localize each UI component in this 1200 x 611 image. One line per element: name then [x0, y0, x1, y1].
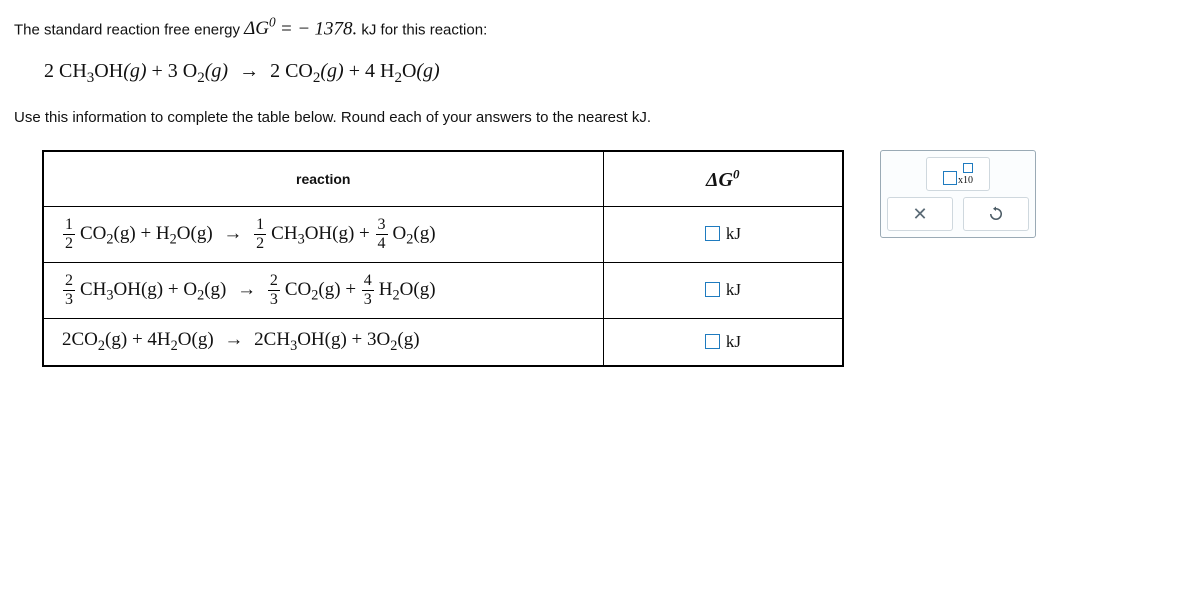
species: OH	[94, 60, 123, 82]
arrow-icon: →	[218, 329, 249, 351]
problem-statement: The standard reaction free energy ΔG0 = …	[14, 12, 1186, 46]
instruction: Use this information to complete the tab…	[14, 105, 1186, 131]
unit: kJ	[726, 280, 741, 299]
coef: 2	[270, 60, 280, 82]
state: (g)	[416, 60, 439, 82]
x10-label: x10	[958, 175, 973, 186]
fraction: 43	[362, 273, 374, 308]
answer-cell: kJ	[603, 206, 843, 262]
answer-cell: kJ	[603, 318, 843, 365]
fraction: 34	[376, 217, 388, 252]
header-reaction: reaction	[43, 151, 603, 206]
intro-equals: = −	[280, 18, 310, 39]
answer-cell: kJ	[603, 262, 843, 318]
plus: +	[152, 60, 168, 82]
arrow-icon: →	[233, 60, 265, 83]
fraction: 23	[268, 273, 280, 308]
reaction-cell: 2CO2(g) + 4H2O(g) → 2CH3OH(g) + 3O2(g)	[43, 318, 603, 365]
coef: 4	[365, 60, 375, 82]
species: H	[375, 60, 394, 82]
coef: 2	[44, 60, 54, 82]
coef: 3	[168, 60, 178, 82]
fraction: 12	[254, 217, 266, 252]
dg-symbol: ΔG0	[244, 18, 276, 39]
exponent-box-icon	[963, 163, 973, 173]
reaction-table: reaction ΔG0 12CO2(g) + H2O(g) → 12CH3OH…	[42, 150, 844, 366]
intro-pre: The standard reaction free energy	[14, 21, 244, 38]
undo-icon	[987, 205, 1005, 223]
intro-unit-post: kJ for this reaction:	[361, 21, 487, 38]
intro-value: 1378.	[314, 18, 357, 39]
fraction: 12	[63, 217, 75, 252]
fraction: 23	[63, 273, 75, 308]
plus: +	[349, 60, 365, 82]
arrow-icon: →	[231, 279, 262, 301]
reaction-cell: 23CH3OH(g) + O2(g) → 23CO2(g) + 43H2O(g)	[43, 262, 603, 318]
reaction-cell: 12CO2(g) + H2O(g) → 12CH3OH(g) + 34O2(g)	[43, 206, 603, 262]
main-reaction: 2 CH3OH(g) + 3 O2(g) → 2 CO2(g) + 4 H2O(…	[14, 46, 1186, 105]
state: (g)	[123, 60, 146, 82]
answer-input[interactable]	[705, 226, 720, 241]
species: O	[178, 60, 197, 82]
mantissa-box-icon	[943, 171, 957, 185]
species: CO	[280, 60, 313, 82]
answer-input[interactable]	[705, 282, 720, 297]
reset-button[interactable]	[963, 197, 1029, 231]
sub: 2	[394, 70, 402, 86]
answer-input[interactable]	[705, 334, 720, 349]
sci-notation-button[interactable]: x10	[926, 157, 990, 191]
species: O	[402, 60, 416, 82]
header-dg: ΔG0	[603, 151, 843, 206]
x-icon: ✕	[912, 204, 927, 225]
unit: kJ	[726, 224, 741, 243]
clear-button[interactable]: ✕	[887, 197, 953, 231]
table-row: 12CO2(g) + H2O(g) → 12CH3OH(g) + 34O2(g)…	[43, 206, 843, 262]
table-row: 23CH3OH(g) + O2(g) → 23CO2(g) + 43H2O(g)…	[43, 262, 843, 318]
unit: kJ	[726, 332, 741, 351]
state: (g)	[320, 60, 343, 82]
arrow-icon: →	[217, 223, 248, 245]
state: (g)	[205, 60, 228, 82]
species: CH	[54, 60, 87, 82]
sub: 2	[197, 70, 205, 86]
input-controls: x10 ✕	[880, 150, 1036, 238]
table-row: 2CO2(g) + 4H2O(g) → 2CH3OH(g) + 3O2(g) k…	[43, 318, 843, 365]
